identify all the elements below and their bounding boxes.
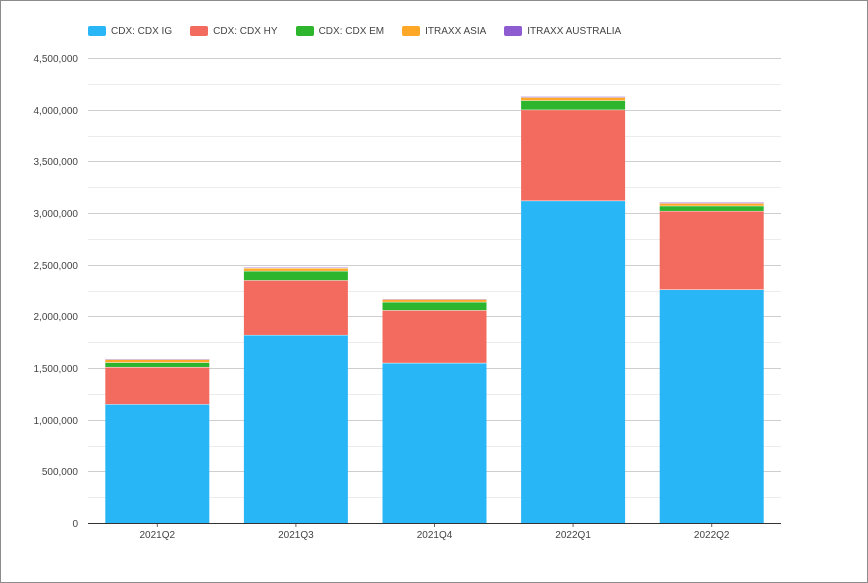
- bar-cdx-cdx-ig-2022q2[interactable]: [659, 289, 764, 523]
- x-tick-label: 2022Q2: [694, 530, 730, 541]
- legend-item[interactable]: CDX: CDX IG: [88, 26, 172, 37]
- bar-itraxx-australia-2022q2[interactable]: [659, 202, 764, 204]
- y-tick-label: 4,500,000: [34, 54, 79, 65]
- bar-cdx-cdx-em-2021q4[interactable]: [382, 301, 487, 311]
- legend-swatch: [190, 26, 209, 36]
- legend-label: CDX: CDX HY: [213, 25, 278, 37]
- y-tick-label: 2,500,000: [34, 261, 79, 272]
- bar-cdx-cdx-ig-2021q4[interactable]: [382, 362, 487, 523]
- legend-swatch: [504, 26, 523, 36]
- y-tick-label: 3,000,000: [34, 209, 79, 220]
- y-tick-label: 1,500,000: [34, 364, 79, 375]
- legend-item[interactable]: ITRAXX AUSTRALIA: [504, 26, 621, 37]
- legend-label: CDX: CDX EM: [318, 25, 385, 37]
- bar-itraxx-asia-2021q4[interactable]: [382, 299, 487, 302]
- y-tick-label: 500,000: [42, 467, 79, 478]
- bar-cdx-cdx-ig-2021q2[interactable]: [105, 404, 210, 523]
- legend-label: ITRAXX ASIA: [425, 25, 487, 37]
- bar-cdx-cdx-ig-2021q3[interactable]: [243, 334, 348, 523]
- bar-cdx-cdx-em-2021q2[interactable]: [105, 362, 210, 367]
- chart-legend: CDX: CDX IG CDX: CDX HY CDX: CDX EM ITRAXX …: [88, 24, 639, 38]
- bar-cdx-cdx-em-2021q3[interactable]: [243, 270, 348, 281]
- x-tick-label: 2022Q1: [555, 530, 591, 541]
- x-tick-label: 2021Q4: [417, 530, 453, 541]
- legend-swatch: [295, 26, 314, 36]
- bar-itraxx-asia-2021q2[interactable]: [105, 359, 210, 363]
- bar-cdx-cdx-ig-2022q1[interactable]: [521, 200, 626, 523]
- bar-cdx-cdx-hy-2021q2[interactable]: [105, 366, 210, 405]
- bar-cdx-cdx-hy-2021q3[interactable]: [243, 280, 348, 335]
- bar-cdx-cdx-hy-2021q4[interactable]: [382, 310, 487, 363]
- x-tick-label: 2021Q3: [278, 530, 314, 541]
- y-tick-label: 3,500,000: [34, 157, 79, 168]
- bar-itraxx-asia-2022q1[interactable]: [521, 97, 626, 101]
- legend-item[interactable]: ITRAXX ASIA: [402, 26, 486, 37]
- legend-label: CDX: CDX IG: [111, 25, 173, 37]
- legend-swatch: [402, 26, 421, 36]
- y-tick-label: 4,000,000: [34, 106, 79, 117]
- bar-itraxx-asia-2022q2[interactable]: [659, 203, 764, 206]
- y-tick-label: 0: [72, 519, 78, 530]
- legend-label: ITRAXX AUSTRALIA: [527, 25, 622, 37]
- bar-cdx-cdx-em-2022q2[interactable]: [659, 205, 764, 211]
- legend-swatch: [88, 26, 106, 36]
- x-tick-label: 2021Q2: [140, 530, 176, 541]
- y-tick-label: 1,000,000: [34, 416, 79, 427]
- bar-cdx-cdx-em-2022q1[interactable]: [521, 100, 626, 110]
- legend-item[interactable]: CDX: CDX HY: [190, 25, 278, 37]
- bar-cdx-cdx-hy-2022q1[interactable]: [521, 109, 626, 201]
- bar-itraxx-asia-2021q3[interactable]: [243, 267, 348, 271]
- legend-item[interactable]: CDX: CDX EM: [295, 25, 385, 37]
- bar-cdx-cdx-hy-2022q2[interactable]: [659, 210, 764, 290]
- y-tick-label: 2,000,000: [34, 312, 79, 323]
- bar-itraxx-australia-2022q1[interactable]: [521, 96, 626, 98]
